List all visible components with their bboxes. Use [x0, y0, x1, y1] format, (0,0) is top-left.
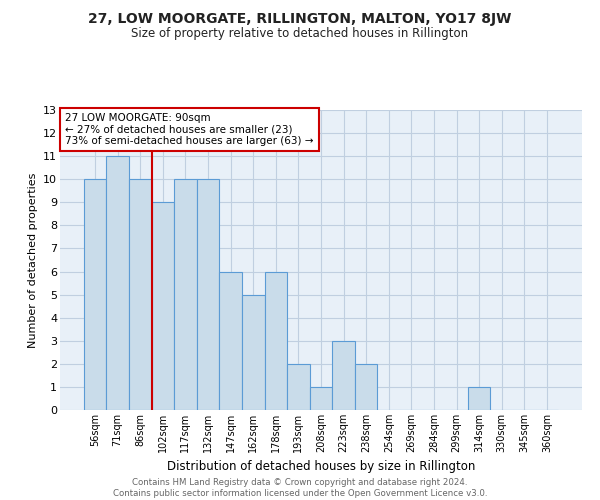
Bar	[468, 387, 490, 410]
Bar	[129, 179, 152, 410]
Text: 27, LOW MOORGATE, RILLINGTON, MALTON, YO17 8JW: 27, LOW MOORGATE, RILLINGTON, MALTON, YO…	[88, 12, 512, 26]
Text: 27 LOW MOORGATE: 90sqm
← 27% of detached houses are smaller (23)
73% of semi-det: 27 LOW MOORGATE: 90sqm ← 27% of detached…	[65, 113, 314, 146]
Bar	[242, 294, 265, 410]
Bar	[152, 202, 174, 410]
Bar	[84, 179, 106, 410]
Bar	[332, 341, 355, 410]
Text: Size of property relative to detached houses in Rillington: Size of property relative to detached ho…	[131, 28, 469, 40]
X-axis label: Distribution of detached houses by size in Rillington: Distribution of detached houses by size …	[167, 460, 475, 473]
Bar	[174, 179, 197, 410]
Bar	[265, 272, 287, 410]
Bar	[220, 272, 242, 410]
Bar	[197, 179, 220, 410]
Bar	[106, 156, 129, 410]
Bar	[355, 364, 377, 410]
Bar	[310, 387, 332, 410]
Y-axis label: Number of detached properties: Number of detached properties	[28, 172, 38, 348]
Bar	[287, 364, 310, 410]
Text: Contains HM Land Registry data © Crown copyright and database right 2024.
Contai: Contains HM Land Registry data © Crown c…	[113, 478, 487, 498]
